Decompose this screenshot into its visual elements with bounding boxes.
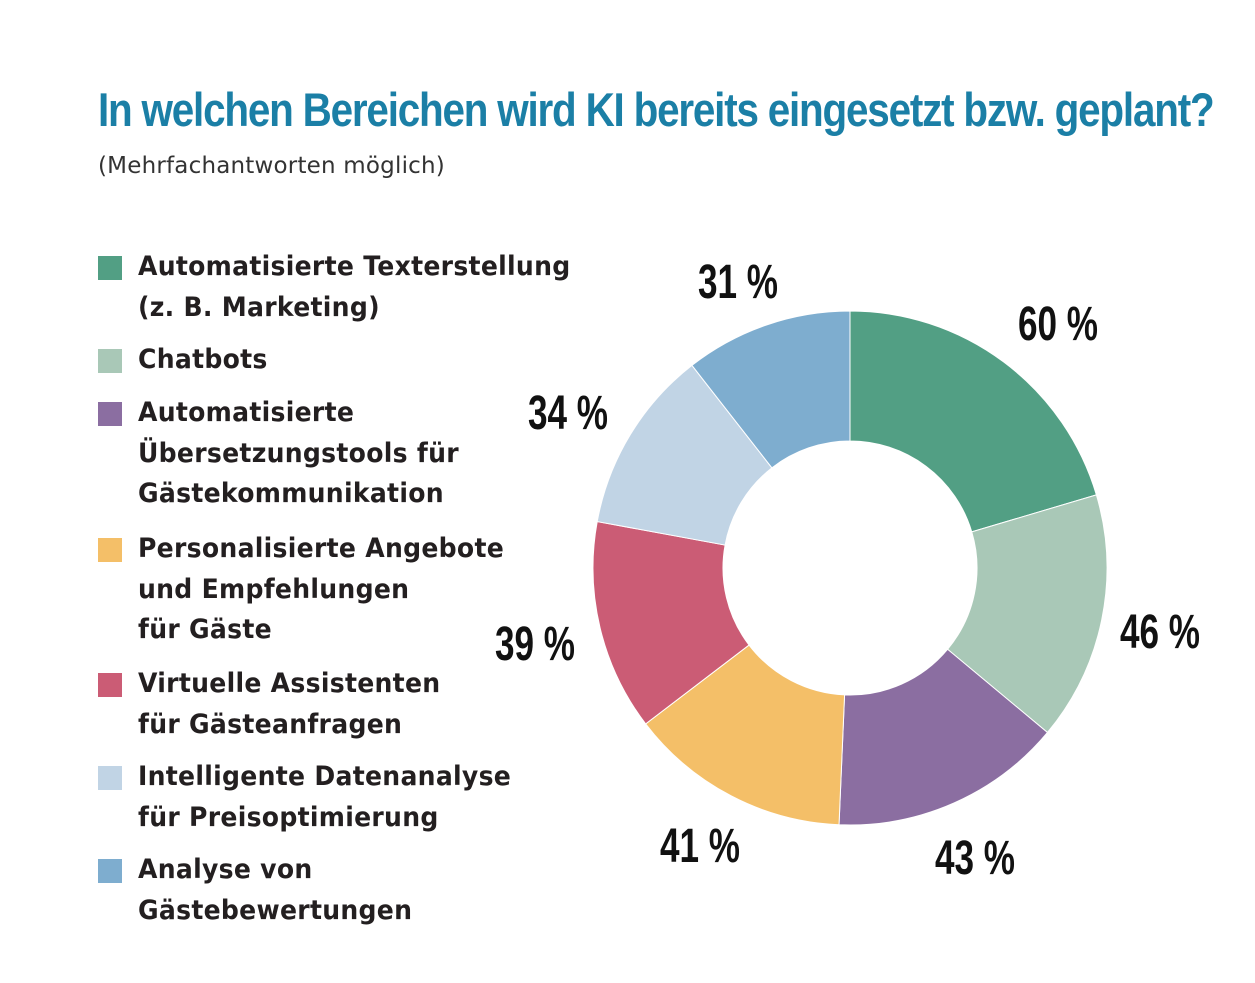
slice-value-label: 41 % xyxy=(660,820,740,873)
legend-swatch xyxy=(98,349,122,373)
slice-value-label: 34 % xyxy=(528,387,608,440)
slice-value-label: 31 % xyxy=(698,256,778,309)
slice-value-label: 43 % xyxy=(935,832,1015,885)
legend-label: Analyse von Gästebewertungen xyxy=(138,854,413,926)
legend-swatch xyxy=(98,538,122,562)
donut-slice xyxy=(592,520,750,725)
chart-subtitle: (Mehrfachantworten möglich) xyxy=(98,153,445,179)
donut-slice xyxy=(838,648,1049,826)
legend-swatch xyxy=(98,766,122,790)
donut-slice xyxy=(691,310,851,469)
slice-value-label: 46 % xyxy=(1120,606,1200,659)
legend-label: Intelligente Datenanalyse für Preisoptim… xyxy=(138,761,512,833)
legend-label: Chatbots xyxy=(138,344,268,375)
donut-slice xyxy=(849,310,1098,533)
legend-label: Automatisierte Texterstellung (z. B. Mar… xyxy=(138,251,571,323)
slice-value-label: 60 % xyxy=(1018,298,1098,351)
legend-swatch xyxy=(98,402,122,426)
legend-label: Automatisierte Übersetzungstools für Gäs… xyxy=(138,397,459,509)
legend-label: Virtuelle Assistenten für Gästeanfragen xyxy=(138,668,441,740)
legend-swatch xyxy=(98,673,122,697)
donut-slice xyxy=(644,644,846,826)
legend-swatch xyxy=(98,256,122,280)
chart-title: In welchen Bereichen wird KI bereits ein… xyxy=(98,83,1215,136)
legend-label: Personalisierte Angebote und Empfehlunge… xyxy=(138,533,505,645)
legend-swatch xyxy=(98,859,122,883)
slice-value-label: 39 % xyxy=(495,618,575,671)
donut-slice xyxy=(946,494,1108,734)
